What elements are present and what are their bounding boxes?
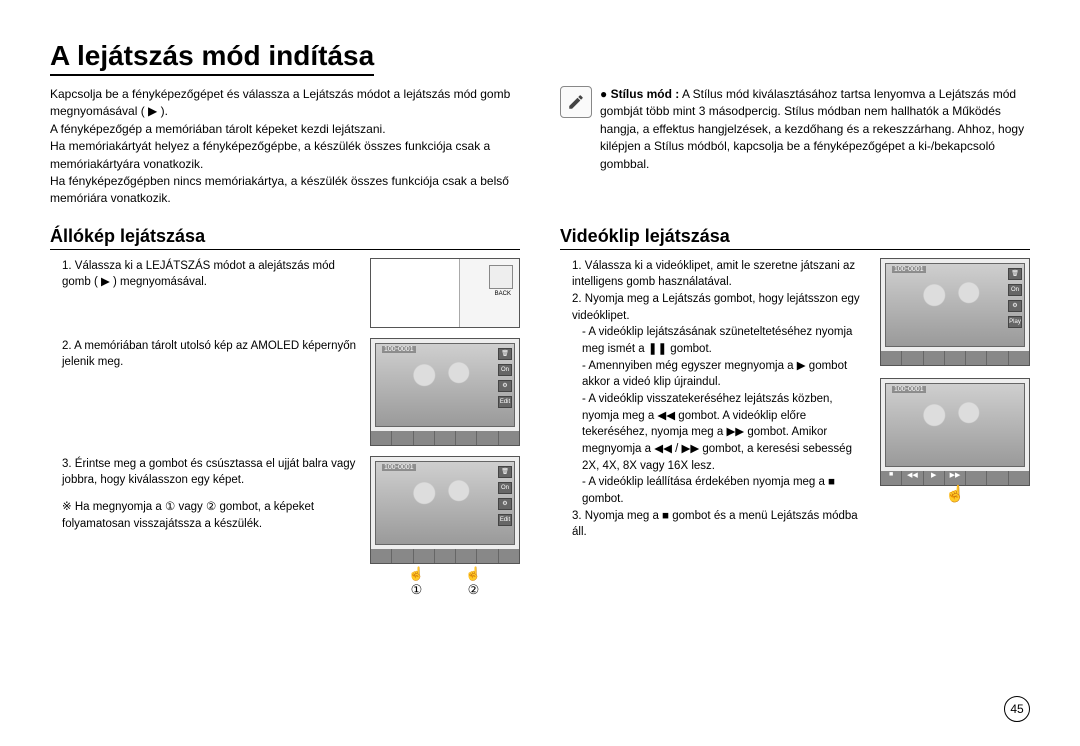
vthumb2-controls: ■ ◀◀ ▶ ▶▶: [881, 471, 1029, 485]
right-s2a: - A videóklip lejátszásának szünetelteté…: [582, 324, 870, 357]
right-s1: 1. Válassza ki a videóklipet, amit le sz…: [572, 258, 870, 291]
right-body: 1. Válassza ki a videóklipet, amit le sz…: [560, 258, 1030, 541]
folder-label-4: 100-0001: [892, 386, 926, 393]
thumb2-wrapper: 100-0001 🗑 On ⚙ Edit ☝ ☝: [370, 456, 520, 598]
trash-icon: 🗑: [498, 348, 512, 360]
video-display-2: 100-0001: [885, 383, 1025, 467]
play-icon: Play: [1008, 316, 1022, 328]
display-thumb-1: 100-0001 🗑 On ⚙ Edit: [370, 338, 520, 446]
page-root: A lejátszás mód indítása Kapcsolja be a …: [0, 0, 1080, 746]
left-subtitle: Állókép lejátszása: [50, 226, 520, 250]
hand-pointer-icon-2: ☝: [465, 566, 481, 582]
ff-control-icon: ▶▶: [945, 471, 966, 485]
folder-label-2: 100-0001: [382, 464, 416, 471]
folder-label-3: 100-0001: [892, 266, 926, 273]
play-control-icon: ▶: [924, 471, 945, 485]
wedding-photo-icon-4: [886, 384, 1024, 466]
left-step3-block: 3. Érintse meg a gombot és csúsztassa el…: [50, 456, 360, 598]
on-icon-3: On: [1008, 284, 1022, 296]
intro-p4: Ha fényképezőgépben nincs memóriakártya,…: [50, 173, 520, 208]
right-subtitle: Videóklip lejátszása: [560, 226, 1030, 250]
trash-icon-3: 🗑: [1008, 268, 1022, 280]
hand-arrows: ☝ ☝: [370, 564, 520, 582]
video-display-1: 100-0001 🗑 On ⚙ Play: [885, 263, 1025, 347]
right-sublist: - A videóklip lejátszásának szünetelteté…: [572, 324, 870, 507]
trash-icon-2: 🗑: [498, 466, 512, 478]
page-number: 45: [1004, 696, 1030, 722]
right-s2c: - A videóklip visszatekeréséhez lejátszá…: [582, 391, 870, 474]
number-labels: ① ②: [370, 582, 520, 598]
thumb1-right-icons: 🗑 On ⚙ Edit: [498, 348, 512, 408]
display-thumb-2: 100-0001 🗑 On ⚙ Edit: [370, 456, 520, 564]
on-icon: On: [498, 364, 512, 376]
circled-1: ①: [411, 582, 423, 598]
folder-label-1: 100-0001: [382, 346, 416, 353]
left-step1-text: 1. Válassza ki a LEJÁTSZÁS módot a alejá…: [50, 258, 360, 328]
note-label: Stílus mód :: [611, 87, 680, 101]
right-s2: 2. Nyomja meg a Lejátszás gombot, hogy l…: [572, 291, 870, 324]
back-button-icon: [489, 265, 513, 289]
circled-2: ②: [468, 582, 480, 598]
video-thumb-2: 100-0001 ■ ◀◀ ▶ ▶▶: [880, 378, 1030, 486]
note-body: ● Stílus mód : A Stílus mód kiválasztásá…: [600, 86, 1030, 208]
edit-icon-2: Edit: [498, 514, 512, 526]
settings-icon-2: ⚙: [498, 498, 512, 510]
left-step-3: 3. Érintse meg a gombot és csúsztassa el…: [50, 456, 520, 598]
settings-icon-3: ⚙: [1008, 300, 1022, 312]
right-text-block: 1. Válassza ki a videóklipet, amit le sz…: [560, 258, 870, 541]
edit-icon: Edit: [498, 396, 512, 408]
wedding-photo-icon-2: [376, 462, 514, 544]
col-left: Állókép lejátszása 1. Válassza ki a LEJÁ…: [50, 226, 520, 716]
stop-control-icon: ■: [881, 471, 902, 485]
rew-control-icon: ◀◀: [902, 471, 923, 485]
thumb-display-2: 100-0001 🗑 On ⚙ Edit: [375, 461, 515, 545]
thumb1-filmstrip: [371, 431, 519, 445]
pencil-note-icon: [560, 86, 592, 118]
right-thumbs: 100-0001 🗑 On ⚙ Play: [880, 258, 1030, 541]
right-s2d: - A videóklip leállítása érdekében nyomj…: [582, 474, 870, 507]
intro-left-block: Kapcsolja be a fényképezőgépet és válass…: [50, 86, 520, 208]
video-thumb-1: 100-0001 🗑 On ⚙ Play: [880, 258, 1030, 366]
intro-right-block: ● Stílus mód : A Stílus mód kiválasztásá…: [560, 86, 1030, 208]
columns: Állókép lejátszása 1. Válassza ki a LEJÁ…: [50, 226, 1030, 716]
camera-screen-outline: [371, 259, 460, 327]
thumb2-filmstrip: [371, 549, 519, 563]
intro-p2: A fényképezőgép a memóriában tárolt képe…: [50, 121, 520, 138]
left-step-1: 1. Válassza ki a LEJÁTSZÁS módot a alejá…: [50, 258, 520, 328]
back-label: BACK: [495, 291, 511, 297]
on-icon-2: On: [498, 482, 512, 494]
vthumb1-icons: 🗑 On ⚙ Play: [1008, 268, 1022, 328]
left-step-2: 2. A memóriában tárolt utolsó kép az AMO…: [50, 338, 520, 446]
intro-row: Kapcsolja be a fényképezőgépet és válass…: [50, 86, 1030, 208]
thumb-display-1: 100-0001 🗑 On ⚙ Edit: [375, 343, 515, 427]
thumb2-right-icons: 🗑 On ⚙ Edit: [498, 466, 512, 526]
spacer: [62, 489, 360, 499]
main-title: A lejátszás mód indítása: [50, 40, 374, 76]
intro-p3: Ha memóriakártyát helyez a fényképezőgép…: [50, 138, 520, 173]
wedding-photo-icon: [376, 344, 514, 426]
wedding-photo-icon-3: [886, 264, 1024, 346]
hand-pointer-icon-1: ☝: [408, 566, 424, 582]
vthumb1-filmstrip: [881, 351, 1029, 365]
settings-icon: ⚙: [498, 380, 512, 392]
left-step4-text: ※ Ha megnyomja a ① vagy ② gombot, a képe…: [62, 499, 360, 532]
left-step3-text: 3. Érintse meg a gombot és csúsztassa el…: [62, 456, 360, 489]
left-step2-text: 2. A memóriában tárolt utolsó kép az AMO…: [50, 338, 360, 446]
col-right: Videóklip lejátszása 1. Válassza ki a vi…: [560, 226, 1030, 716]
hand-pointer-icon-3: ☝: [880, 484, 1030, 504]
intro-p1: Kapcsolja be a fényképezőgépet és válass…: [50, 86, 520, 121]
right-s3: 3. Nyomja meg a ■ gombot és a menü Leját…: [572, 508, 870, 541]
right-s2b: - Amennyiben még egyszer megnyomja a ▶ g…: [582, 358, 870, 391]
camera-back-thumb: BACK: [370, 258, 520, 328]
